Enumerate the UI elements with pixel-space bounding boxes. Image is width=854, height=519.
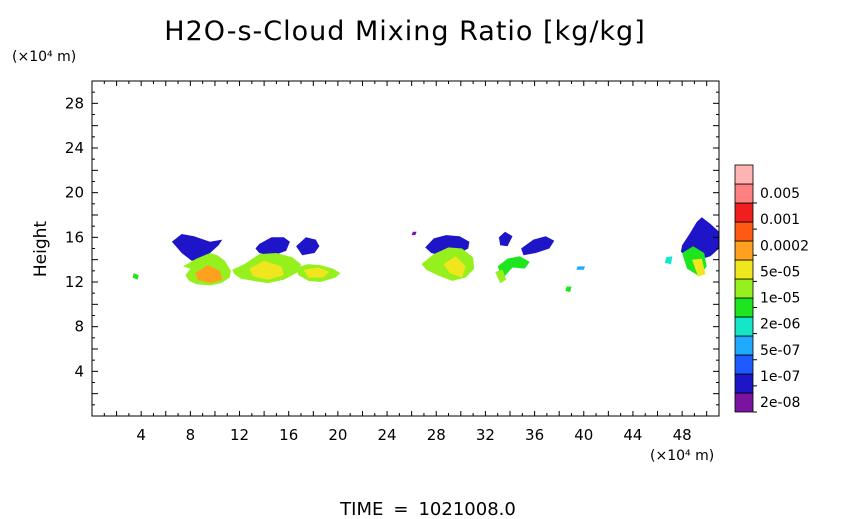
colorbar: 0.005 0.001 0.0002 5e-05 1e-05 2e-06 5e-07 1e-0…: [734, 164, 809, 413]
colorbar-swatch: [734, 316, 754, 337]
time-value: 1021008.0: [418, 499, 515, 519]
colorbar-swatch: [734, 202, 754, 223]
colorbar-label: 2e-06: [760, 317, 800, 333]
colorbar-label: 0.005: [760, 186, 800, 202]
cloud-patch: [171, 234, 223, 261]
colorbar-swatch: [734, 164, 754, 185]
colorbar-label: 2e-08: [760, 395, 800, 411]
colorbar-label: 5e-05: [760, 264, 800, 280]
x-tick-label: 32: [476, 426, 495, 444]
colorbar-swatch: [734, 183, 754, 204]
cloud-patch: [255, 237, 290, 257]
colorbar-label: 1e-07: [760, 369, 800, 385]
colorbar-swatch: [734, 278, 754, 299]
colorbar-swatch: [734, 354, 754, 375]
x-tick-label: 8: [186, 426, 196, 444]
colorbar-swatch: [734, 373, 754, 394]
y-tick-label: 12: [65, 273, 84, 291]
x-axis-unit: (×10⁴ m): [650, 448, 714, 464]
cloud-patch: [576, 266, 585, 270]
cloud-patch: [411, 231, 417, 236]
x-tick-label: 20: [328, 426, 347, 444]
y-tick-label: 4: [74, 362, 84, 380]
colorbar-swatch: [734, 335, 754, 356]
colorbar-swatch: [734, 392, 754, 413]
cloud-patch: [565, 286, 572, 293]
time-stamp: TIME = 1021008.0: [339, 499, 516, 519]
colorbar-swatch: [734, 240, 754, 261]
cloud-layer: [132, 217, 719, 293]
colorbar-label: 0.0002: [760, 238, 809, 254]
y-tick-label: 20: [65, 184, 84, 202]
x-tick-label: 16: [279, 426, 298, 444]
x-tick-label: 28: [427, 426, 446, 444]
cloud-patch: [495, 269, 507, 284]
x-tick-label: 48: [673, 426, 692, 444]
y-tick-label: 8: [74, 318, 84, 336]
x-tick-label: 24: [378, 426, 397, 444]
x-tick-label: 12: [230, 426, 249, 444]
y-axis-label: Height: [31, 221, 51, 278]
colorbar-swatch: [734, 297, 754, 318]
colorbar-label: 0.001: [760, 212, 800, 228]
cloud-patch: [296, 237, 320, 256]
cloud-patch: [132, 273, 139, 280]
cloud-patch: [249, 260, 284, 280]
y-axis-unit: (×10⁴ m): [12, 49, 76, 65]
cloud-patch: [497, 256, 530, 279]
y-tick-label: 24: [65, 139, 84, 157]
colorbar-label: 1e-05: [760, 291, 800, 307]
cloud-patch: [498, 231, 513, 247]
x-tick-label: 40: [574, 426, 593, 444]
cloud-patch: [195, 265, 223, 284]
cloud-patch: [521, 236, 555, 256]
x-tick-label: 44: [623, 426, 642, 444]
x-tick-label: 4: [136, 426, 146, 444]
x-tick-label: 36: [525, 426, 544, 444]
cloud-patch: [303, 267, 330, 278]
chart-title: H2O-s-Cloud Mixing Ratio [kg/kg]: [164, 16, 645, 47]
colorbar-label: 5e-07: [760, 343, 800, 359]
time-separator: =: [393, 499, 408, 519]
y-tick-label: 28: [65, 94, 84, 112]
y-tick-label: 16: [65, 228, 84, 246]
cloud-patch: [692, 258, 706, 277]
cloud-patch: [443, 256, 466, 278]
colorbar-swatch: [734, 221, 754, 242]
time-label: TIME: [339, 499, 383, 519]
cloud-patch: [664, 256, 673, 265]
colorbar-swatch: [734, 259, 754, 280]
